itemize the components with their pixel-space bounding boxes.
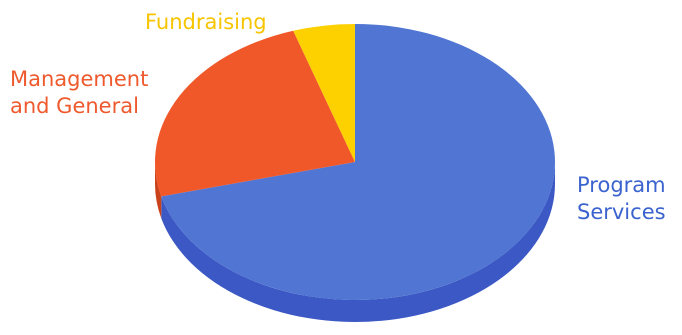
slice-label-line: Services <box>577 200 666 224</box>
pie-depth <box>155 162 555 322</box>
slice-label-management-and-general: Management and General <box>10 67 148 118</box>
pie-labels: Program Services Management and General Fund… <box>10 10 666 224</box>
pie-slice-fundraising <box>293 24 355 162</box>
pie-top <box>155 24 555 300</box>
slice-label-line: Fundraising <box>145 10 267 34</box>
pie-slice-program-services <box>161 24 555 300</box>
slice-label-line: and General <box>10 94 139 118</box>
slice-label-line: Program <box>577 173 666 197</box>
slice-label-line: Management <box>10 67 148 91</box>
pie-side-management-and-general <box>155 162 162 219</box>
slice-label-program-services: Program Services <box>577 173 666 224</box>
slice-label-fundraising: Fundraising <box>145 10 267 34</box>
pie-slice-management-and-general <box>155 30 355 197</box>
pie-side-program-services <box>161 162 555 322</box>
